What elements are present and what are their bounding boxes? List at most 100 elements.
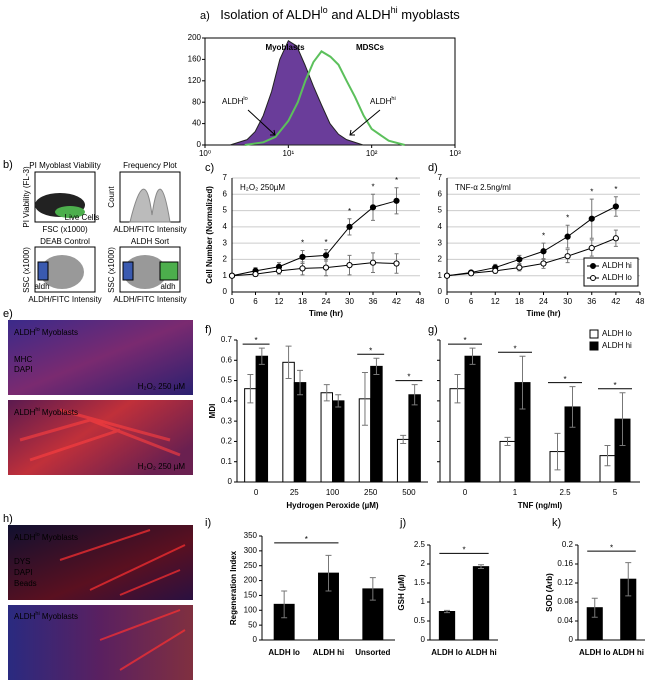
annotation-part: hi [391,96,395,102]
marker [612,203,619,210]
x-tick-label: ALDH lo [431,648,463,657]
y-tick-label: 160 [188,55,202,64]
x-tick-label: 0 [445,297,450,306]
significance: * [563,375,566,384]
panel-text: Count [107,186,116,208]
panel-label: k) [552,517,561,529]
fiber [19,408,181,462]
panel-text: ALDHhi Myoblasts [14,611,78,621]
error-bar [258,347,265,365]
y-axis-label: Cell Number (Normalized) [205,186,214,284]
legend-label: ALDH lo [602,273,632,282]
x-tick-label: 10¹ [283,149,295,158]
panel-label: d) [428,162,438,174]
chart-title-part: and ALDH [328,7,391,22]
x-axis-label: TNF (ng/ml) [518,501,563,510]
y-tick-label: 0.4 [221,396,233,405]
significance: * [369,346,372,355]
x-tick-label: 36 [369,297,378,306]
y-tick-label: 0.7 [221,335,233,344]
x-tick-label: 500 [402,488,416,497]
x-tick-label: ALDH hi [465,648,497,657]
marker [393,197,400,204]
x-tick-label: 25 [290,488,299,497]
y-tick-label: 1 [421,597,426,606]
legend-box [583,257,639,287]
error-bar [444,609,450,614]
y-tick-label: 0 [223,287,228,296]
micrographs [8,320,193,680]
y-tick-label: 4 [438,222,443,231]
marker [299,253,306,261]
annotation-part: ALDH [222,97,244,106]
axis [429,545,498,641]
y-tick-label: 0 [197,140,202,149]
panel-text-part: Myoblasts [40,612,78,621]
marker [516,256,523,263]
panel-text: SSC (x1000) [107,247,116,293]
error-bar [625,562,632,597]
bar [282,361,295,483]
fiber [59,529,186,596]
significance: * [305,535,308,544]
y-tick-label: 150 [244,591,258,600]
plot-frame [34,171,96,223]
x-tick-label: 42 [392,297,401,306]
significance: * [407,373,410,382]
y-axis-label: SOD (Arb) [545,573,554,612]
y-tick-label: 2 [438,255,443,264]
panel-text-part: Myoblasts [40,408,78,417]
significance: * [255,336,258,345]
x-tick-label: ALDH hi [612,648,644,657]
marker [516,264,523,271]
gate [122,261,134,281]
legend-swatch [589,329,599,339]
x-tick-label: 10² [366,149,378,158]
x-tick-label: 48 [636,297,645,306]
marker [322,252,330,259]
error-bar [400,434,407,444]
y-tick-label: 0 [421,635,426,644]
marker [468,270,475,277]
y-tick-label: 7 [438,173,443,182]
panel-text: aldh [34,282,49,291]
y-tick-label: 0.12 [557,578,573,587]
marker [369,259,377,266]
marker [393,260,400,267]
marker [228,272,236,279]
x-tick-label: ALDH hi [313,648,345,657]
x-tick-label: 250 [364,488,378,497]
panel-text: ALDH/FITC Intensity [113,225,186,234]
line [446,206,617,277]
marker [540,248,547,255]
x-axis-label: Hydrogen Peroxide (µM) [286,501,379,510]
error-bar [454,373,461,404]
panel-text: Live Cells [65,213,100,222]
x-tick-label: ALDH lo [268,648,300,657]
significance: * [542,231,545,240]
y-tick-label: 200 [188,33,202,42]
significance: * [513,344,516,353]
panel-text-part: lo [35,532,39,538]
marker [369,204,377,211]
error-bar [504,436,511,446]
annotation: ALDHlo [222,96,248,106]
chart-title-part: Isolation of ALDH [220,7,320,22]
axis [446,178,640,293]
marker [299,265,306,272]
x-tick-label: 0 [463,488,468,497]
significance: * [566,213,569,222]
x-tick-label: 12 [275,297,284,306]
y-tick-label: 2.5 [414,540,426,549]
axis [439,340,640,483]
annotation: H₂O₂ 250µM [240,183,285,192]
panel-text-part: hi [35,611,39,617]
gate [37,261,49,281]
x-tick-label: 18 [515,297,524,306]
marker [346,262,353,269]
cloud [40,255,84,289]
panel-text: DYS [14,557,30,566]
marker [492,267,499,274]
y-tick-label: 1.5 [414,578,426,587]
